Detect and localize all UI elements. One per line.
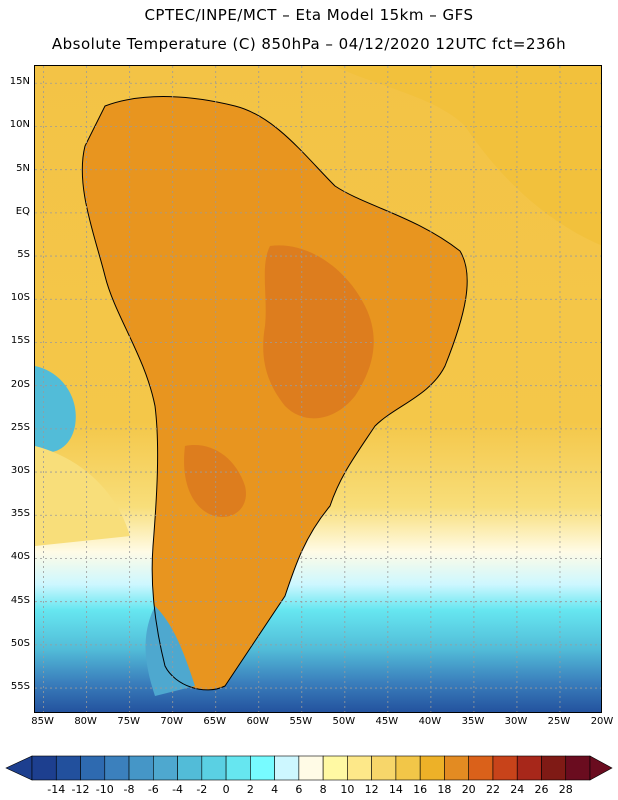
colorbar-segment [31, 755, 57, 781]
colorbar-segment [55, 755, 81, 781]
colorbar-segment [492, 755, 518, 781]
latitude-label: 50S [10, 637, 30, 649]
latitude-label: 25S [10, 421, 30, 433]
latitude-label: 45S [10, 594, 30, 606]
latitude-label: 5N [16, 162, 30, 174]
latitude-label: 15N [9, 76, 30, 88]
latitude-label: 55S [10, 681, 30, 693]
colorbar-segment [322, 755, 348, 781]
latitude-label: 15S [10, 335, 30, 347]
longitude-label: 25W [547, 716, 571, 727]
latitude-label: 35S [10, 508, 30, 520]
latitude-label: 40S [10, 551, 30, 563]
colorbar-tick-label: -14 [47, 783, 66, 796]
colorbar-segment [201, 755, 227, 781]
colorbar-max-arrow [589, 755, 613, 781]
colorbar-segment [371, 755, 397, 781]
colorbar-tick-label: 22 [485, 783, 500, 796]
colorbar-segment [80, 755, 106, 781]
colorbar-tick-label: 24 [510, 783, 525, 796]
colorbar-tick-label: 18 [437, 783, 452, 796]
map-title: CPTEC/INPE/MCT – Eta Model 15km – GFS [144, 6, 474, 24]
colorbar-tick-label: 20 [461, 783, 476, 796]
longitude-label: 75W [117, 716, 140, 727]
longitude-label: 35W [461, 716, 485, 727]
longitude-label: 30W [504, 716, 528, 727]
longitude-label: 45W [375, 716, 399, 727]
colorbar-segment [177, 755, 203, 781]
colorbar-segment [153, 755, 178, 781]
colorbar-segment [250, 755, 275, 781]
colorbar-tick-label: 28 [558, 783, 573, 796]
colorbar-segment [274, 755, 300, 781]
graticule [35, 66, 601, 712]
colorbar-segment [225, 755, 251, 781]
colorbar-segment [128, 755, 154, 781]
colorbar-tick-label: 12 [364, 783, 379, 796]
colorbar-tick-label: -8 [123, 783, 135, 796]
colorbar-segment [347, 755, 372, 781]
latitude-label: 30S [10, 465, 30, 477]
colorbar-segment [565, 755, 591, 781]
longitude-label: 70W [160, 716, 183, 727]
colorbar-tick-label: 16 [413, 783, 428, 796]
pacific-mild-patch [35, 446, 130, 546]
latitude-label: 20S [10, 378, 30, 390]
colorbar-segment [468, 755, 494, 781]
colorbar-tick-label: 10 [340, 783, 355, 796]
hot-core-south [184, 445, 246, 517]
longitude-label: 20W [590, 716, 614, 727]
temperature-colorbar [5, 755, 613, 781]
map-subtitle: Absolute Temperature (C) 850hPa – 04/12/… [51, 35, 567, 53]
longitude-label: 85W [31, 716, 54, 727]
colorbar-tick-label: 26 [534, 783, 549, 796]
colorbar-tick-label: 8 [319, 783, 327, 796]
colorbar-tick-label: 4 [271, 783, 279, 796]
colorbar-min-arrow [5, 755, 33, 781]
latitude-label: EQ [15, 205, 30, 217]
temperature-map [34, 65, 602, 713]
longitude-label: 50W [332, 716, 356, 727]
longitude-label: 40W [418, 716, 442, 727]
longitude-label: 60W [246, 716, 270, 727]
colorbar-tick-label: 6 [295, 783, 303, 796]
continent-warm-field [82, 96, 468, 690]
colorbar-segment [104, 755, 130, 781]
colorbar-segment [419, 755, 445, 781]
latitude-label: 10S [10, 292, 30, 304]
colorbar-tick-label: -6 [147, 783, 159, 796]
colorbar-segment [395, 755, 421, 781]
longitude-label: 65W [203, 716, 227, 727]
colorbar-tick-label: -10 [95, 783, 114, 796]
ocean-warm-band [335, 66, 601, 246]
latitude-label: 5S [17, 249, 30, 261]
longitude-label: 80W [74, 716, 97, 727]
patagonia-cold-region [145, 606, 195, 696]
pacific-cool-patch [35, 366, 76, 453]
colorbar-segment [541, 755, 567, 781]
colorbar-tick-label: 14 [388, 783, 403, 796]
longitude-label: 55W [289, 716, 313, 727]
hot-core-region [263, 245, 374, 419]
latitude-label: 10N [9, 119, 30, 131]
colorbar-segment [298, 755, 324, 781]
colorbar-tick-label: -4 [172, 783, 184, 796]
colorbar-tick-label: -12 [71, 783, 90, 796]
colorbar-tick-label: 2 [246, 783, 254, 796]
colorbar-segment [444, 755, 469, 781]
colorbar-segment [516, 755, 542, 781]
colorbar-tick-label: -2 [196, 783, 208, 796]
colorbar-tick-label: 0 [222, 783, 230, 796]
